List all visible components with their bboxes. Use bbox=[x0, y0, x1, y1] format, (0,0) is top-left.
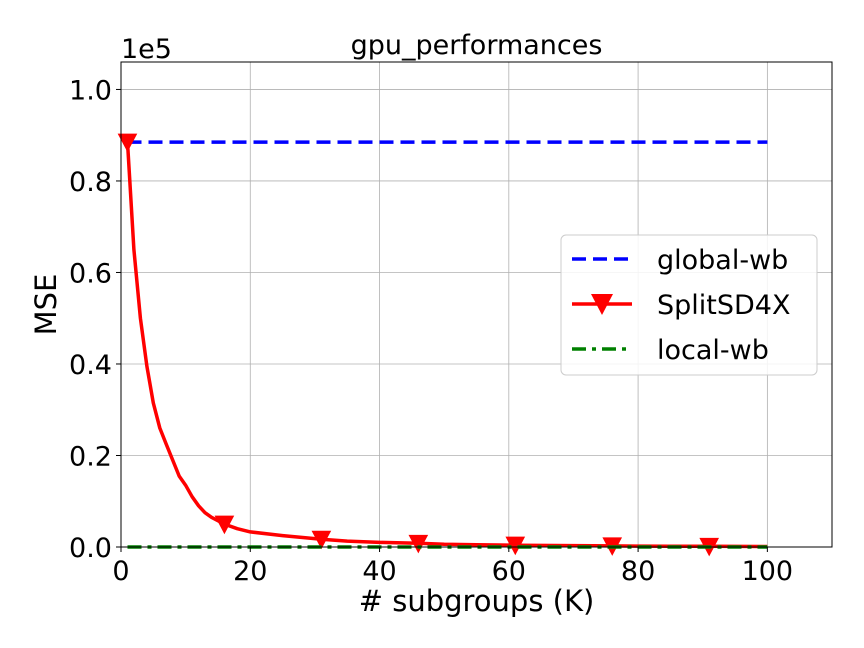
series-marker-SplitSD4X bbox=[117, 133, 138, 153]
series-marker-SplitSD4X bbox=[408, 534, 429, 554]
y-tick-label: 1.0 bbox=[69, 75, 112, 106]
legend-marker-SplitSD4X bbox=[591, 294, 613, 315]
x-tick-label: 0 bbox=[112, 556, 129, 587]
legend-box bbox=[560, 234, 818, 376]
x-tick-label: 40 bbox=[362, 556, 396, 587]
y-tick-label: 0.8 bbox=[69, 167, 112, 198]
y-tick-label: 0.0 bbox=[69, 533, 112, 564]
plot-frame bbox=[120, 61, 833, 548]
x-tick-label: 80 bbox=[621, 556, 655, 587]
y-tick-label: 0.4 bbox=[69, 350, 112, 381]
y-offset-label: 1e5 bbox=[121, 34, 172, 65]
legend: global-wb SplitSD4X local-wb bbox=[560, 234, 818, 376]
x-tick-label: 60 bbox=[492, 556, 526, 587]
chart-title: gpu_performances bbox=[351, 30, 603, 61]
series-marker-SplitSD4X bbox=[311, 530, 332, 550]
legend-label-local-wb: local-wb bbox=[657, 335, 769, 366]
series-marker-SplitSD4X bbox=[214, 515, 235, 535]
x-axis-label: # subgroups (K) bbox=[359, 584, 595, 618]
y-axis-label: MSE bbox=[29, 274, 63, 336]
legend-label-SplitSD4X: SplitSD4X bbox=[657, 290, 790, 321]
x-tick-label: 100 bbox=[742, 556, 794, 587]
y-tick-label: 0.6 bbox=[69, 258, 112, 289]
y-tick-label: 0.2 bbox=[69, 441, 112, 472]
x-tick-label: 20 bbox=[233, 556, 267, 587]
series-line-SplitSD4X bbox=[125, 141, 768, 549]
axis-ticks: 0 20 40 60 80 100 0.0 0.2 0.4 0.6 0.8 1.0 bbox=[69, 75, 793, 587]
legend-label-global-wb: global-wb bbox=[657, 245, 788, 276]
